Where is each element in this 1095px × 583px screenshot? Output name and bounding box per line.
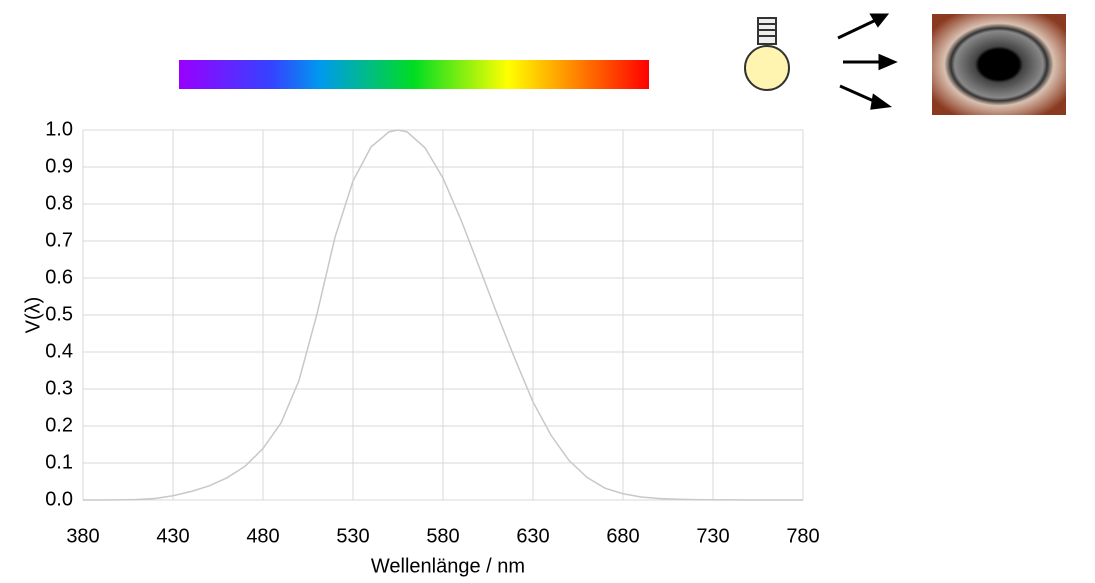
- x-tick-label: 380: [66, 525, 99, 547]
- y-axis-title: V(λ): [22, 297, 44, 334]
- y-tick-label: 0.0: [45, 488, 73, 510]
- y-tick-label: 0.3: [45, 377, 73, 399]
- y-tick-label: 1.0: [45, 118, 73, 140]
- x-tick-label: 630: [516, 525, 549, 547]
- y-tick-label: 0.8: [45, 192, 73, 214]
- y-tick-label: 0.5: [45, 303, 73, 325]
- spectrum-bar: [179, 60, 649, 89]
- y-tick-label: 0.6: [45, 266, 73, 288]
- x-tick-label: 680: [606, 525, 639, 547]
- x-tick-label: 780: [786, 525, 819, 547]
- x-tick-label: 430: [156, 525, 189, 547]
- y-tick-label: 0.9: [45, 155, 73, 177]
- y-tick-label: 0.1: [45, 451, 73, 473]
- page: Wellenlänge / nm V(λ) 0.0 0.1 0.2 0.3 0.4 0.5…: [0, 0, 1095, 583]
- chart: Wellenlänge / nm V(λ) 0.0 0.1 0.2 0.3 0.4 0.5…: [0, 0, 1095, 583]
- x-tick-label: 480: [246, 525, 279, 547]
- bulb-icon: [745, 18, 789, 90]
- arrows: [838, 15, 894, 108]
- y-tick-label: 0.2: [45, 414, 73, 436]
- x-axis-title: Wellenlänge / nm: [371, 555, 525, 577]
- eye-image: [932, 14, 1066, 115]
- y-tick-label: 0.7: [45, 229, 73, 251]
- y-tick-label: 0.4: [45, 340, 73, 362]
- x-tick-label: 580: [426, 525, 459, 547]
- x-tick-label: 730: [696, 525, 729, 547]
- x-tick-label: 530: [336, 525, 369, 547]
